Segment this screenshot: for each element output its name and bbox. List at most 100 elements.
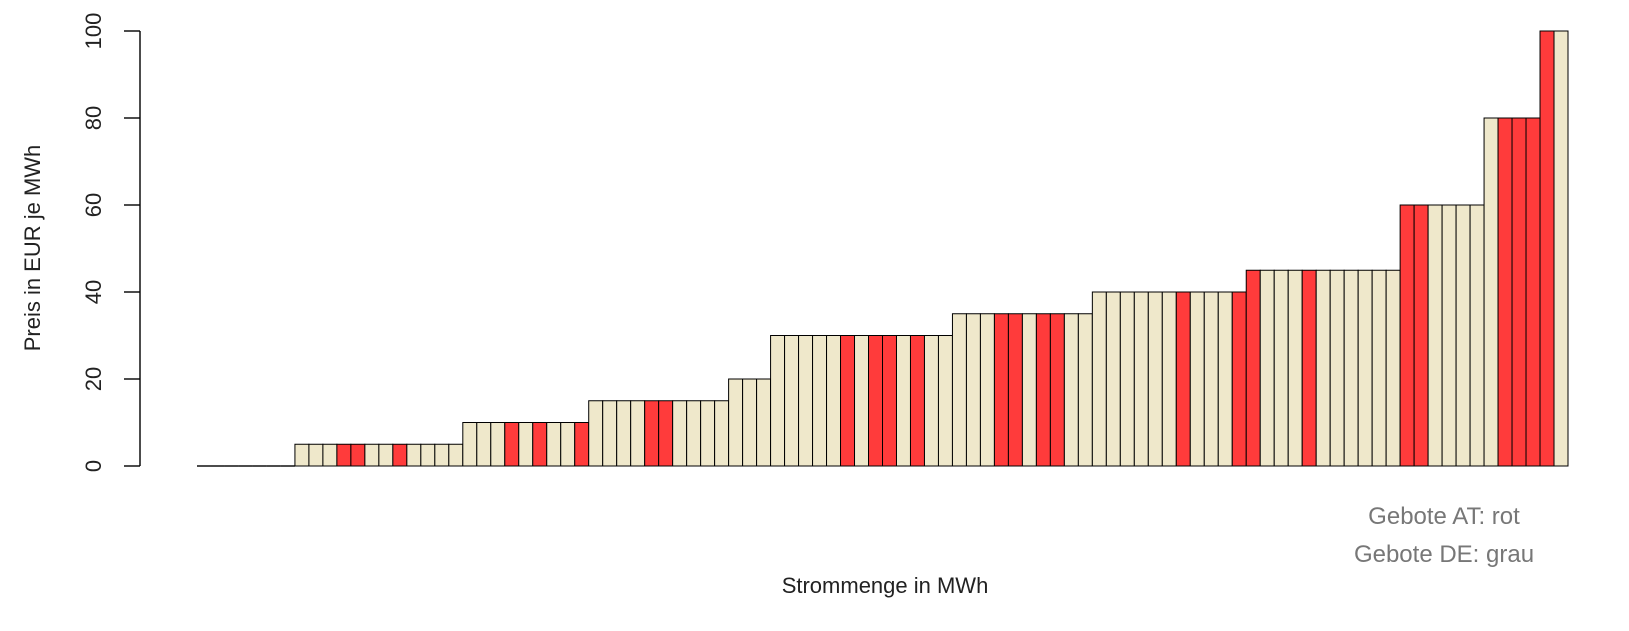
- bar: [616, 400, 632, 467]
- bar: [868, 335, 884, 467]
- bar: [588, 400, 604, 467]
- bar: [364, 443, 380, 467]
- bar: [532, 422, 548, 467]
- bar: [784, 335, 800, 467]
- bar: [1539, 30, 1555, 467]
- bar: [812, 335, 828, 467]
- bar: [1357, 269, 1373, 467]
- bar: [672, 400, 688, 467]
- bar: [1511, 117, 1527, 467]
- bar: [392, 443, 408, 467]
- bar: [1497, 117, 1513, 467]
- bar: [1413, 204, 1429, 467]
- bar: [1553, 30, 1569, 467]
- bar: [574, 422, 590, 467]
- bar: [979, 313, 995, 467]
- y-axis-title: Preis in EUR je MWh: [20, 145, 45, 352]
- bar: [1077, 313, 1093, 467]
- bar: [826, 335, 842, 467]
- bar: [434, 443, 450, 467]
- bar: [1161, 291, 1177, 467]
- bar: [909, 335, 925, 467]
- bar: [1343, 269, 1359, 467]
- bar: [1441, 204, 1457, 467]
- bar: [560, 422, 576, 467]
- bar: [546, 422, 562, 467]
- bar: [1063, 313, 1079, 467]
- bar: [1371, 269, 1387, 467]
- y-axis: 0 20 40 60 80 100: [81, 13, 141, 472]
- bar: [336, 443, 352, 467]
- y-tick-label: 80: [81, 106, 106, 130]
- bar: [1385, 269, 1401, 467]
- bar: [490, 422, 506, 467]
- bar: [1049, 313, 1065, 467]
- bar: [923, 335, 939, 467]
- bar: [1329, 269, 1345, 467]
- bar: [854, 335, 870, 467]
- bar: [518, 422, 534, 467]
- bar: [322, 443, 338, 467]
- bar: [1315, 269, 1331, 467]
- bar: [1021, 313, 1037, 467]
- bar: [1399, 204, 1415, 467]
- bar: [406, 443, 422, 467]
- bar: [993, 313, 1009, 467]
- bar: [1007, 313, 1023, 467]
- bar: [1091, 291, 1107, 467]
- bar: [895, 335, 911, 467]
- bar: [1203, 291, 1219, 467]
- y-tick-label: 100: [81, 13, 106, 50]
- bar: [798, 335, 814, 467]
- bar: [756, 378, 772, 467]
- bar: [1469, 204, 1485, 467]
- bar: [1455, 204, 1471, 467]
- bar: [1147, 291, 1163, 467]
- bar: [951, 313, 967, 467]
- bar: [1105, 291, 1121, 467]
- bar: [476, 422, 492, 467]
- bar: [742, 378, 758, 467]
- bar: [965, 313, 981, 467]
- bar: [1483, 117, 1499, 467]
- legend-text-at: Gebote AT: rot: [1368, 503, 1520, 530]
- bar: [1231, 291, 1247, 467]
- y-tick-label: 0: [81, 460, 106, 472]
- bar: [644, 400, 660, 467]
- bar: [308, 443, 324, 467]
- bar: [937, 335, 953, 467]
- bar: [770, 335, 786, 467]
- bar: [420, 443, 436, 467]
- bar: [840, 335, 856, 467]
- bar: [462, 422, 478, 467]
- y-tick-label: 60: [81, 193, 106, 217]
- bar: [1525, 117, 1541, 467]
- bar: [1287, 269, 1303, 467]
- bar: [630, 400, 646, 467]
- bar: [504, 422, 520, 467]
- y-tick-label: 40: [81, 280, 106, 304]
- bar: [1217, 291, 1233, 467]
- bar: [1273, 269, 1289, 467]
- bar: [1189, 291, 1205, 467]
- bars-layer: [197, 30, 1569, 467]
- bar: [1259, 269, 1275, 467]
- bar: [294, 443, 310, 467]
- bar: [602, 400, 618, 467]
- bar: [1245, 269, 1261, 467]
- bar: [378, 443, 394, 467]
- y-tick-label: 20: [81, 367, 106, 391]
- bar: [1035, 313, 1051, 467]
- bar: [1427, 204, 1443, 467]
- bar: [728, 378, 744, 467]
- legend-text-de: Gebote DE: grau: [1354, 541, 1534, 568]
- bar: [1133, 291, 1149, 467]
- bar: [1301, 269, 1317, 467]
- bar: [1175, 291, 1191, 467]
- bar: [714, 400, 730, 467]
- bar: [882, 335, 897, 467]
- bar: [658, 400, 674, 467]
- bar: [350, 443, 366, 467]
